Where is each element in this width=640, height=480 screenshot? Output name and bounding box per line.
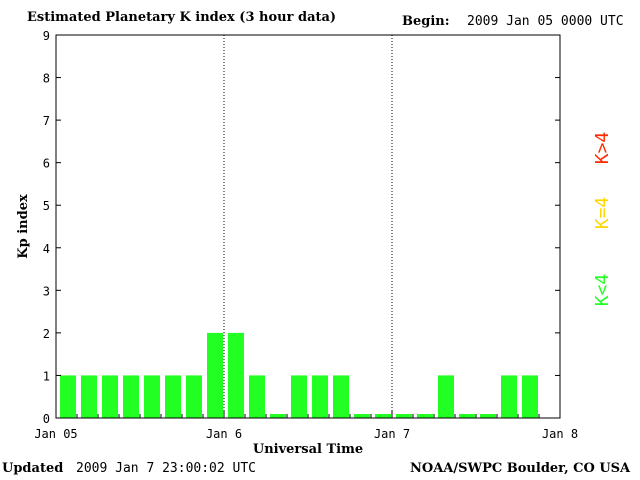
kp-bar xyxy=(165,375,181,418)
kp-bar xyxy=(123,375,139,418)
chart-title: Estimated Planetary K index (3 hour data… xyxy=(27,10,337,25)
kp-bar xyxy=(375,414,391,418)
kp-bar xyxy=(333,375,349,418)
y-axis-title: Kp index xyxy=(16,194,31,259)
kp-bar xyxy=(354,414,370,418)
kp-bar xyxy=(522,375,538,418)
legend-entry: K>4 xyxy=(592,132,613,165)
kp-bar xyxy=(270,414,286,418)
kp-bar xyxy=(144,375,160,418)
y-tick-label: 9 xyxy=(43,29,50,43)
y-tick-label: 7 xyxy=(43,114,50,128)
kp-bar xyxy=(102,375,118,418)
legend-entry: K=4 xyxy=(592,197,613,230)
kp-bar xyxy=(480,414,496,418)
kp-bar xyxy=(417,414,433,418)
x-tick-label: Jan 05 xyxy=(34,427,77,441)
y-tick-label: 1 xyxy=(43,369,50,383)
plot-frame xyxy=(55,34,561,419)
y-tick-label: 2 xyxy=(43,327,50,341)
kp-bar xyxy=(207,332,223,418)
begin-label: Begin: xyxy=(402,14,450,29)
x-tick-label: Jan 8 xyxy=(542,427,578,441)
kp-bar xyxy=(249,375,265,418)
y-tick-label: 3 xyxy=(43,284,50,298)
kp-bar xyxy=(291,375,307,418)
y-tick-label: 4 xyxy=(43,242,50,256)
kp-bar xyxy=(312,375,328,418)
y-tick-label: 0 xyxy=(43,412,50,426)
kp-bar xyxy=(186,375,202,418)
begin-value: 2009 Jan 05 0000 UTC xyxy=(467,14,624,29)
kp-bar xyxy=(459,414,475,418)
kp-bar xyxy=(438,375,454,418)
updated-value: 2009 Jan 7 23:00:02 UTC xyxy=(76,461,257,476)
x-tick-label: Jan 7 xyxy=(374,427,410,441)
y-tick-label: 6 xyxy=(43,157,50,171)
kp-bar xyxy=(81,375,97,418)
legend-entry: K<4 xyxy=(592,274,613,307)
x-tick-label: Jan 6 xyxy=(206,427,242,441)
kp-bar xyxy=(501,375,517,418)
kp-bar xyxy=(60,375,76,418)
y-tick-label: 8 xyxy=(43,72,50,86)
credit-text: NOAA/SWPC Boulder, CO USA xyxy=(410,461,631,476)
updated-label: Updated xyxy=(2,461,64,476)
x-axis-title: Universal Time xyxy=(253,442,363,457)
kp-bar xyxy=(228,332,244,418)
y-tick-label: 5 xyxy=(43,199,50,213)
kp-bar xyxy=(396,414,412,418)
